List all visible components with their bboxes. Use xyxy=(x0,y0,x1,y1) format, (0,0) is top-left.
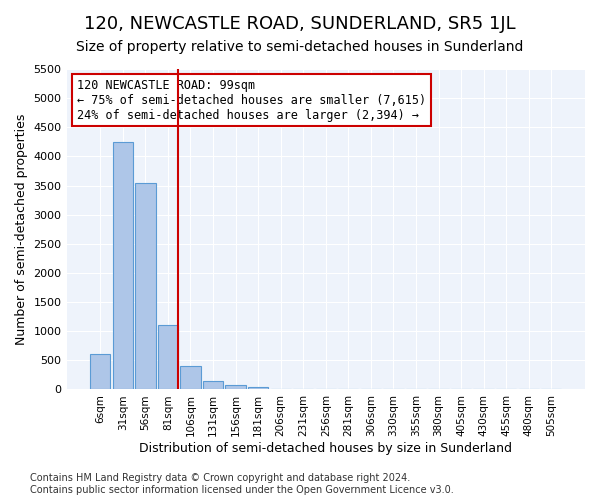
Bar xyxy=(90,354,110,390)
Bar xyxy=(181,366,200,390)
Text: Size of property relative to semi-detached houses in Sunderland: Size of property relative to semi-detach… xyxy=(76,40,524,54)
Bar xyxy=(248,386,268,390)
Bar xyxy=(203,380,223,390)
X-axis label: Distribution of semi-detached houses by size in Sunderland: Distribution of semi-detached houses by … xyxy=(139,442,512,455)
Bar xyxy=(113,142,133,390)
Text: Contains HM Land Registry data © Crown copyright and database right 2024.
Contai: Contains HM Land Registry data © Crown c… xyxy=(30,474,454,495)
Bar xyxy=(226,385,246,390)
Text: 120, NEWCASTLE ROAD, SUNDERLAND, SR5 1JL: 120, NEWCASTLE ROAD, SUNDERLAND, SR5 1JL xyxy=(84,15,516,33)
Bar xyxy=(158,326,178,390)
Bar xyxy=(135,182,155,390)
Y-axis label: Number of semi-detached properties: Number of semi-detached properties xyxy=(15,114,28,345)
Text: 120 NEWCASTLE ROAD: 99sqm
← 75% of semi-detached houses are smaller (7,615)
24% : 120 NEWCASTLE ROAD: 99sqm ← 75% of semi-… xyxy=(77,78,426,122)
